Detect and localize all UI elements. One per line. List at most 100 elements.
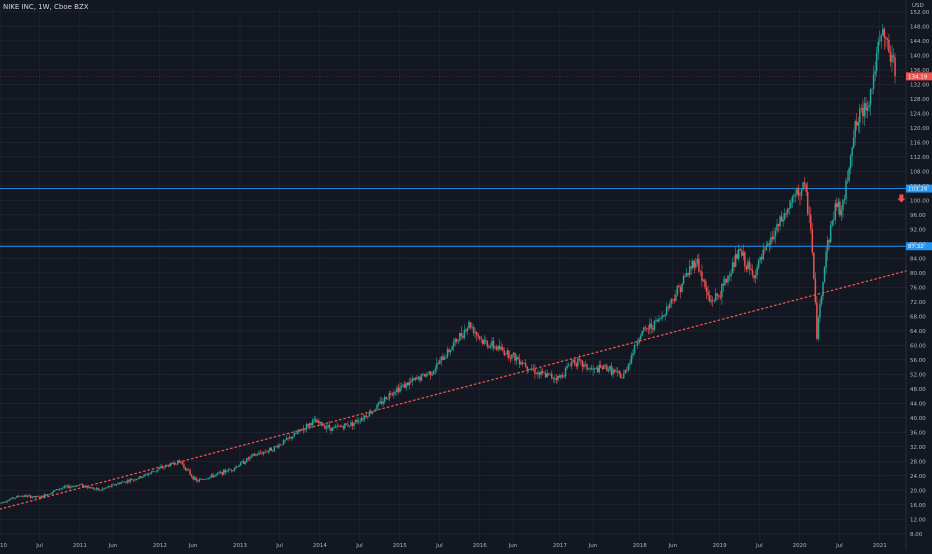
candle-body <box>77 485 79 486</box>
candle-body <box>564 367 567 377</box>
candle-body <box>124 481 127 483</box>
x-tick-label: 2017 <box>553 543 567 549</box>
y-tick-label: 52.00 <box>910 372 926 378</box>
candle-body <box>112 484 115 485</box>
candle-body <box>98 489 101 491</box>
candle-body <box>22 496 24 497</box>
candle-body <box>189 470 191 475</box>
candle-body <box>760 257 763 260</box>
candle-body <box>695 263 697 268</box>
candle-body <box>509 357 512 359</box>
candle-body <box>733 262 735 267</box>
candle-body <box>635 345 637 346</box>
candle-body <box>829 225 832 243</box>
candle-body <box>51 492 53 494</box>
candle-body <box>600 365 602 368</box>
candle-body <box>206 478 208 480</box>
candle-body <box>405 382 407 388</box>
candle-body <box>727 275 729 283</box>
candle-body <box>823 267 826 282</box>
candle-body <box>685 273 688 277</box>
candle-body <box>739 249 742 251</box>
candle-body <box>630 355 633 364</box>
price-axis[interactable]: USD 8.00 12.00 16.00 20.00 24.00 28.00 32.00 36… <box>910 3 930 538</box>
y-tick-label: 144.00 <box>910 39 930 45</box>
x-tick-label: 2015 <box>393 543 407 549</box>
candle-body <box>233 468 236 471</box>
x-tick-label: Jul <box>355 543 363 549</box>
x-tick-label: Jul <box>435 543 443 549</box>
horizontal-levels[interactable]: 103.24 87.32 134.19 <box>0 72 932 251</box>
candle-body <box>573 359 576 364</box>
candle-body <box>886 38 889 40</box>
candle-body <box>161 466 164 468</box>
time-axis[interactable]: 2010 Jul 2011 Jun 2012 Jun 2013 Jul 2014 Jul 2015 J… <box>0 543 887 549</box>
candle-body <box>221 471 223 475</box>
candle-body <box>149 472 151 474</box>
candle-body <box>141 476 144 478</box>
candle-body <box>655 319 657 321</box>
candle-body <box>380 401 383 404</box>
candle-body <box>793 195 795 197</box>
candle-body <box>265 451 268 453</box>
candle-body <box>492 340 495 349</box>
candle-body <box>342 426 345 429</box>
candle-body <box>137 478 139 480</box>
candle-body <box>478 336 481 339</box>
candle-body <box>360 418 363 422</box>
candle-body <box>463 330 466 338</box>
candle-body <box>244 462 246 464</box>
y-tick-label: 136.00 <box>910 68 930 74</box>
candle-body <box>716 293 719 296</box>
y-tick-label: 76.00 <box>910 285 926 291</box>
candle-body <box>699 271 702 273</box>
candle-body <box>822 281 824 297</box>
candle-body <box>820 296 823 305</box>
candle-body <box>721 283 723 298</box>
candle-body <box>505 354 507 355</box>
candle-body <box>592 369 594 370</box>
candle-body <box>114 484 116 486</box>
candle-body <box>166 465 168 467</box>
candle-body <box>764 249 766 251</box>
candle-body <box>707 291 709 296</box>
candle-body <box>642 327 645 332</box>
candle-body <box>691 260 694 269</box>
candle-body <box>364 415 366 419</box>
candle-body <box>483 340 486 344</box>
candle-body <box>68 485 70 488</box>
candle-body <box>155 470 158 472</box>
candle-body <box>460 333 463 337</box>
candle-body <box>129 479 132 482</box>
candle-body <box>679 287 682 293</box>
candle-body <box>431 374 433 376</box>
candle-body <box>866 107 869 111</box>
candle-body <box>377 402 380 405</box>
candle-body <box>118 483 121 485</box>
candle-body <box>693 260 696 268</box>
candle-body <box>252 453 254 456</box>
candle-body <box>480 338 482 340</box>
candle-body <box>673 299 676 301</box>
candle-body <box>882 28 884 36</box>
candle-body <box>684 276 686 277</box>
support-trendline[interactable] <box>0 270 907 510</box>
candle-body <box>388 393 391 399</box>
candle-body <box>344 423 346 429</box>
candle-body <box>365 415 368 417</box>
candle-body <box>477 334 479 337</box>
y-tick-label: 148.00 <box>910 24 930 30</box>
candle-body <box>859 108 861 123</box>
x-tick-label: 2013 <box>233 543 247 549</box>
trendline[interactable] <box>0 270 907 510</box>
candle-body <box>422 373 424 375</box>
candle-body <box>803 182 806 185</box>
candle-body <box>690 266 692 269</box>
candle-body <box>330 427 332 431</box>
candle-body <box>318 420 320 424</box>
candle-body <box>55 489 58 491</box>
x-tick-label: 2021 <box>873 543 887 549</box>
candle-body <box>572 359 574 362</box>
